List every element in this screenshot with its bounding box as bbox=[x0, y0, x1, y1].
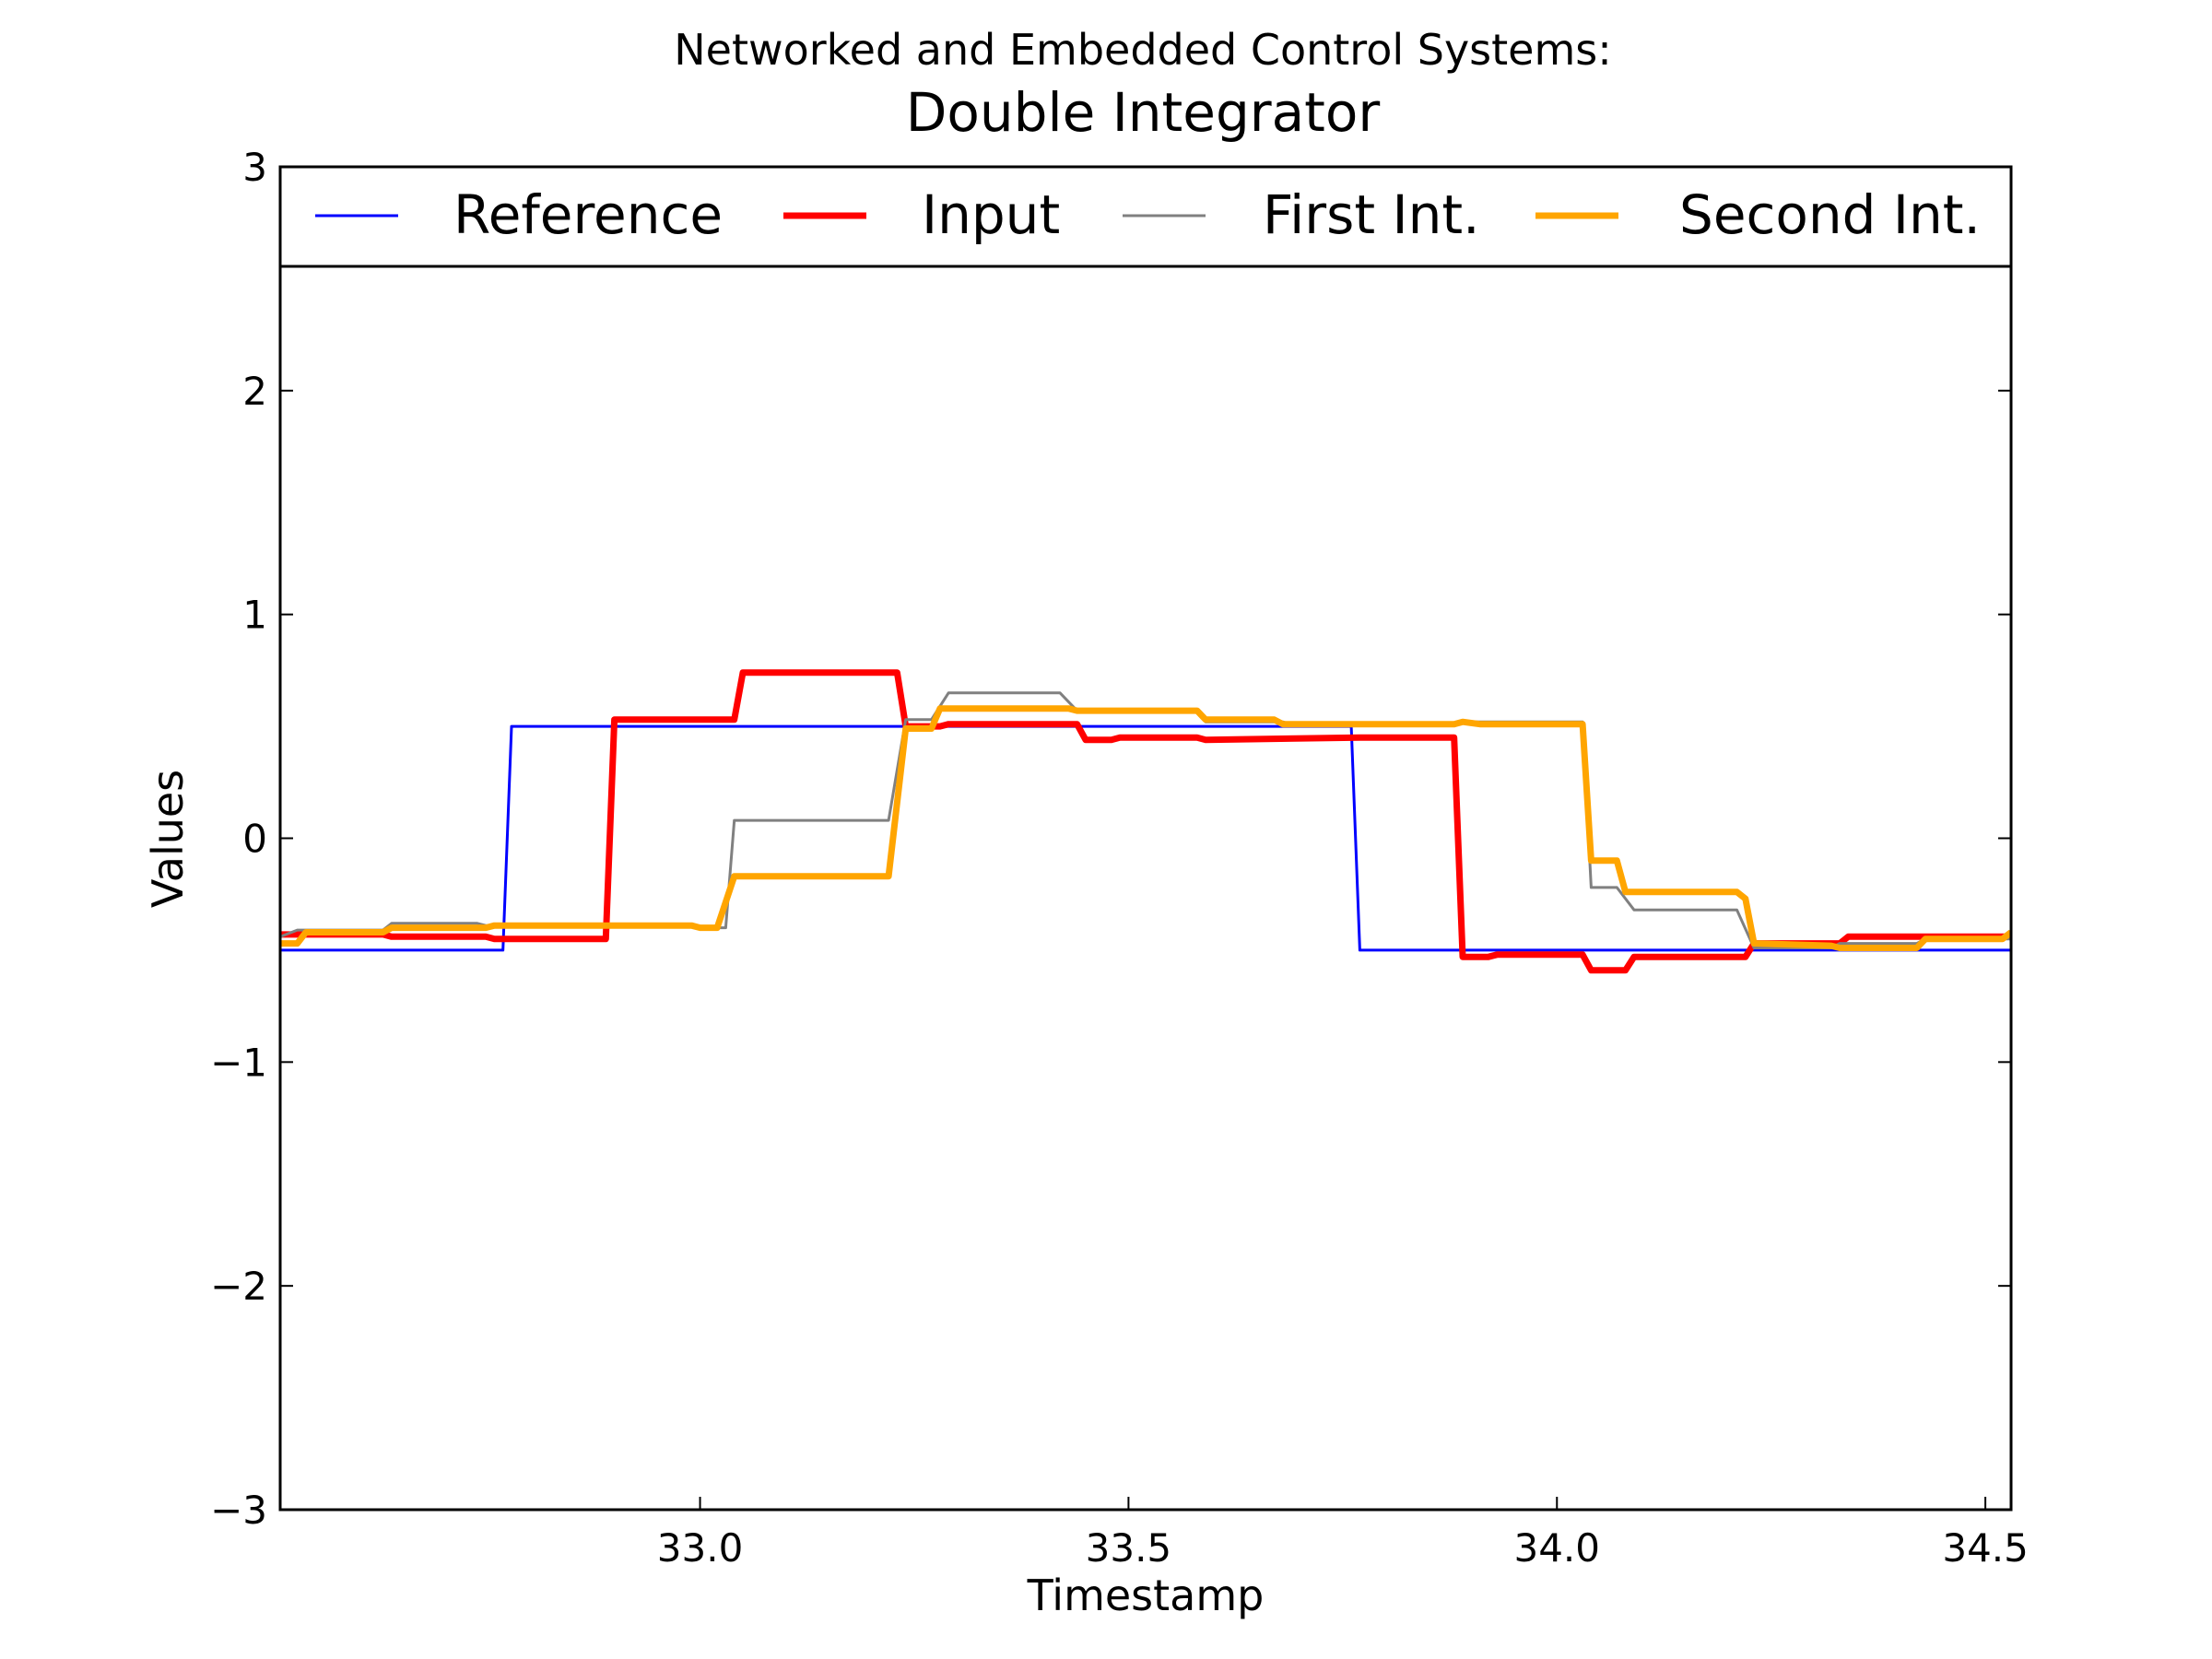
series-lines bbox=[280, 669, 2011, 974]
y-axis-label: Values bbox=[143, 770, 193, 908]
y-tick-label: 2 bbox=[242, 369, 267, 414]
y-tick-label: 3 bbox=[242, 145, 267, 190]
y-tick-label: 0 bbox=[242, 817, 267, 862]
y-tick-label: −3 bbox=[210, 1488, 267, 1533]
x-tick-label: 34.0 bbox=[1513, 1525, 1600, 1571]
y-tick-label: 1 bbox=[242, 593, 267, 638]
y-tick-label: −2 bbox=[210, 1264, 267, 1309]
series-line-first-int bbox=[280, 691, 2011, 949]
legend-label-second-int: Second Int. bbox=[1679, 183, 1981, 246]
x-tick-label: 33.5 bbox=[1086, 1525, 1172, 1571]
legend-label-reference: Reference bbox=[453, 183, 723, 246]
chart-subtitle: Double Integrator bbox=[906, 81, 1381, 144]
y-tick-label: −1 bbox=[210, 1040, 267, 1085]
series-line-input bbox=[280, 669, 2011, 974]
x-tick-label: 33.0 bbox=[657, 1525, 744, 1571]
legend-label-input: Input bbox=[922, 183, 1060, 246]
legend-label-first-int: First Int. bbox=[1263, 183, 1480, 246]
y-axis-ticks: −3 −2 −1 0 1 2 3 bbox=[210, 145, 2011, 1533]
x-tick-label: 34.5 bbox=[1942, 1525, 2029, 1571]
chart-title: Networked and Embedded Control Systems: bbox=[674, 25, 1612, 75]
x-axis-label: Timestamp bbox=[1027, 1571, 1265, 1620]
x-axis-ticks: 33.0 33.5 34.0 34.5 bbox=[657, 167, 2029, 1571]
series-line-second-int bbox=[280, 705, 2011, 951]
legend: Reference Input First Int. Second Int. bbox=[278, 165, 2013, 268]
plot-frame bbox=[278, 165, 2013, 1512]
